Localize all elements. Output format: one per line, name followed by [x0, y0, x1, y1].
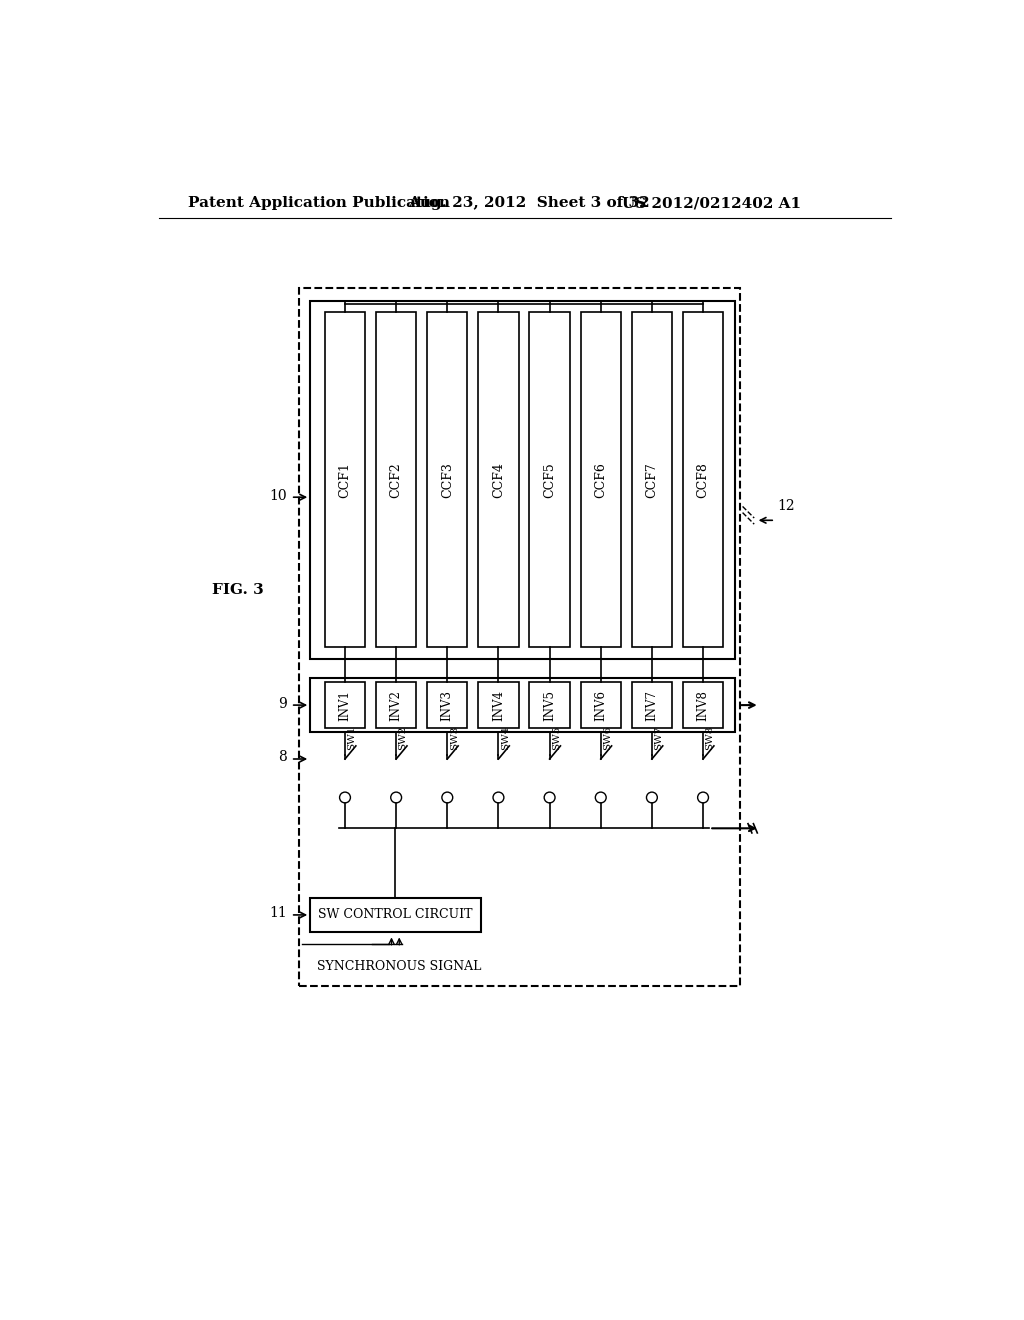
Bar	[299, 288, 740, 986]
Bar	[581, 682, 621, 729]
Bar	[310, 898, 480, 932]
Text: CCF7: CCF7	[645, 462, 658, 498]
Bar	[529, 313, 569, 647]
Bar	[529, 682, 569, 729]
Text: CCF6: CCF6	[594, 462, 607, 498]
Text: SW CONTROL CIRCUIT: SW CONTROL CIRCUIT	[318, 908, 473, 921]
Text: INV2: INV2	[390, 689, 402, 721]
Text: 8: 8	[279, 751, 287, 764]
Bar	[427, 313, 467, 647]
Text: 12: 12	[777, 499, 795, 513]
Bar	[683, 313, 723, 647]
Text: SW2: SW2	[398, 726, 408, 750]
Text: SW6: SW6	[603, 726, 612, 750]
Bar	[632, 313, 672, 647]
Bar	[310, 301, 735, 659]
Text: SYNCHRONOUS SIGNAL: SYNCHRONOUS SIGNAL	[317, 961, 481, 973]
Text: 9: 9	[279, 697, 287, 710]
Bar	[632, 682, 672, 729]
Text: Aug. 23, 2012  Sheet 3 of 32: Aug. 23, 2012 Sheet 3 of 32	[409, 197, 650, 210]
Text: SW5: SW5	[552, 726, 561, 750]
Text: SW3: SW3	[450, 726, 459, 750]
Bar	[478, 682, 518, 729]
Bar	[310, 678, 735, 733]
Text: CCF1: CCF1	[339, 462, 351, 498]
Text: SW8: SW8	[706, 726, 715, 750]
Bar	[325, 313, 366, 647]
Text: INV7: INV7	[645, 689, 658, 721]
Text: INV6: INV6	[594, 689, 607, 721]
Text: CCF3: CCF3	[440, 462, 454, 498]
Text: CCF5: CCF5	[543, 462, 556, 498]
Bar	[427, 682, 467, 729]
Bar	[376, 313, 417, 647]
Text: SW4: SW4	[501, 726, 510, 750]
Text: INV5: INV5	[543, 689, 556, 721]
Text: 10: 10	[269, 488, 287, 503]
Text: INV8: INV8	[696, 689, 710, 721]
Bar	[581, 313, 621, 647]
Text: SW7: SW7	[654, 726, 664, 750]
Text: INV4: INV4	[492, 689, 505, 721]
Text: CCF2: CCF2	[390, 462, 402, 498]
Text: 11: 11	[269, 907, 287, 920]
Text: Patent Application Publication: Patent Application Publication	[188, 197, 451, 210]
Text: INV3: INV3	[440, 689, 454, 721]
Text: US 2012/0212402 A1: US 2012/0212402 A1	[623, 197, 802, 210]
Bar	[376, 682, 417, 729]
Text: FIG. 3: FIG. 3	[212, 582, 263, 597]
Text: SW1: SW1	[347, 726, 356, 750]
Bar	[683, 682, 723, 729]
Bar	[325, 682, 366, 729]
Bar	[478, 313, 518, 647]
Text: INV1: INV1	[339, 689, 351, 721]
Text: CCF8: CCF8	[696, 462, 710, 498]
Text: CCF4: CCF4	[492, 462, 505, 498]
